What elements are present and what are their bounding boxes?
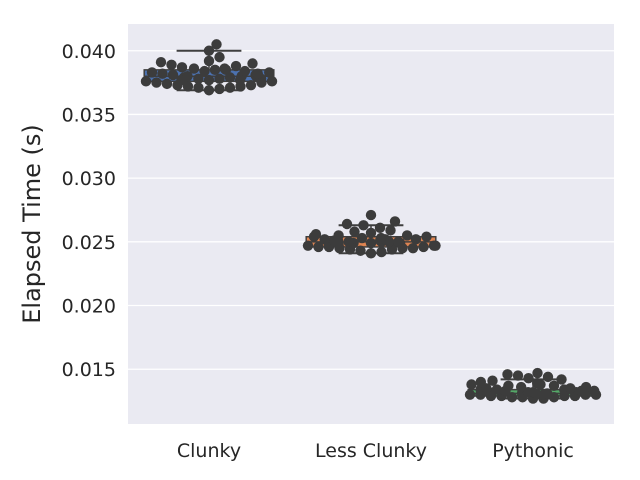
data-point bbox=[342, 219, 352, 229]
data-point bbox=[565, 383, 575, 393]
data-point bbox=[199, 66, 209, 76]
data-point bbox=[402, 230, 412, 240]
data-point bbox=[246, 80, 256, 90]
y-tick-label: 0.030 bbox=[62, 168, 116, 190]
x-tick-labels: Clunky Less Clunky Pythonic bbox=[177, 440, 574, 462]
y-tick-label: 0.020 bbox=[62, 296, 116, 318]
x-tick-label: Less Clunky bbox=[315, 440, 427, 462]
data-point bbox=[532, 378, 542, 388]
data-point bbox=[264, 67, 274, 77]
data-point bbox=[476, 377, 486, 387]
data-point bbox=[240, 66, 250, 76]
data-point bbox=[156, 57, 166, 67]
data-point bbox=[214, 74, 224, 84]
data-point bbox=[166, 60, 176, 70]
data-point bbox=[503, 381, 513, 391]
data-point bbox=[151, 77, 161, 87]
data-point bbox=[204, 75, 214, 85]
data-point bbox=[214, 52, 224, 62]
data-point bbox=[502, 369, 512, 379]
data-point bbox=[214, 84, 224, 94]
data-point bbox=[210, 65, 220, 75]
data-point bbox=[393, 237, 403, 247]
data-point bbox=[366, 210, 376, 220]
y-tick-label: 0.040 bbox=[62, 41, 116, 63]
data-point bbox=[355, 246, 365, 256]
data-point bbox=[168, 70, 178, 80]
data-point bbox=[465, 390, 475, 400]
data-point bbox=[225, 82, 235, 92]
data-point bbox=[385, 225, 395, 235]
y-tick-label: 0.035 bbox=[62, 104, 116, 126]
data-point bbox=[581, 382, 591, 392]
data-point bbox=[157, 68, 167, 78]
data-point bbox=[303, 240, 313, 250]
data-point bbox=[231, 61, 241, 71]
data-point bbox=[267, 76, 277, 86]
data-point bbox=[430, 240, 440, 250]
data-point bbox=[376, 233, 386, 243]
data-point bbox=[492, 384, 502, 394]
data-point bbox=[193, 82, 203, 92]
data-point bbox=[532, 368, 542, 378]
data-point bbox=[358, 220, 368, 230]
data-point bbox=[162, 79, 172, 89]
data-point bbox=[543, 372, 553, 382]
data-point bbox=[343, 237, 353, 247]
data-point bbox=[349, 226, 359, 236]
data-point bbox=[253, 68, 263, 78]
data-point bbox=[466, 379, 476, 389]
data-point bbox=[516, 382, 526, 392]
data-point bbox=[487, 375, 497, 385]
data-point bbox=[177, 62, 187, 72]
data-point bbox=[556, 374, 566, 384]
data-point bbox=[189, 63, 199, 73]
data-point bbox=[247, 58, 257, 68]
data-point bbox=[408, 243, 418, 253]
y-axis-label: Elapsed Time (s) bbox=[18, 124, 46, 324]
y-tick-labels: 0.015 0.020 0.025 0.030 0.035 0.040 bbox=[62, 41, 116, 381]
x-tick-label: Clunky bbox=[177, 440, 241, 462]
data-point bbox=[375, 223, 385, 233]
data-point bbox=[366, 228, 376, 238]
data-point bbox=[319, 234, 329, 244]
data-point bbox=[390, 216, 400, 226]
data-point bbox=[147, 67, 157, 77]
data-point bbox=[366, 248, 376, 258]
data-point bbox=[204, 85, 214, 95]
y-tick-label: 0.015 bbox=[62, 359, 116, 381]
data-point bbox=[366, 238, 376, 248]
data-point bbox=[311, 229, 321, 239]
data-point bbox=[513, 370, 523, 380]
data-point bbox=[333, 230, 343, 240]
x-tick-label: Pythonic bbox=[492, 440, 574, 462]
data-point bbox=[204, 56, 214, 66]
data-point bbox=[376, 247, 386, 257]
data-point bbox=[219, 63, 229, 73]
data-point bbox=[211, 39, 221, 49]
data-point bbox=[141, 76, 151, 86]
y-tick-label: 0.025 bbox=[62, 232, 116, 254]
data-point bbox=[523, 373, 533, 383]
data-point bbox=[418, 242, 428, 252]
data-point bbox=[421, 232, 431, 242]
